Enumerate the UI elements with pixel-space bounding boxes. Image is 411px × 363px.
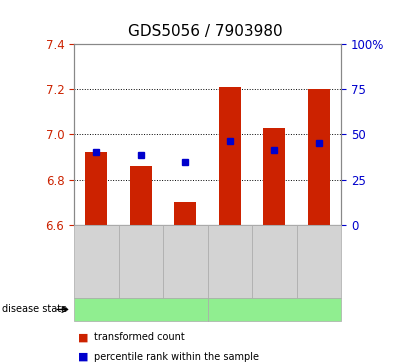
Bar — [174, 202, 196, 225]
Text: non-obese: non-obese — [249, 305, 300, 314]
Bar — [219, 87, 241, 225]
Text: morbidly obese: morbidly obese — [103, 305, 178, 314]
Bar — [308, 89, 330, 225]
Text: GSM1187677: GSM1187677 — [270, 231, 279, 292]
Text: ■: ■ — [78, 332, 89, 342]
Text: GSM1187675: GSM1187675 — [181, 231, 190, 292]
Text: GDS5056 / 7903980: GDS5056 / 7903980 — [128, 24, 283, 38]
Text: GSM1187673: GSM1187673 — [92, 231, 101, 292]
Bar — [85, 152, 107, 225]
Text: percentile rank within the sample: percentile rank within the sample — [94, 352, 259, 362]
Text: ■: ■ — [78, 352, 89, 362]
Text: GSM1187674: GSM1187674 — [136, 231, 145, 292]
Text: disease state: disease state — [2, 305, 67, 314]
Text: GSM1187676: GSM1187676 — [225, 231, 234, 292]
Bar — [129, 166, 152, 225]
Text: GSM1187678: GSM1187678 — [314, 231, 323, 292]
Text: transformed count: transformed count — [94, 332, 185, 342]
Bar — [263, 127, 286, 225]
